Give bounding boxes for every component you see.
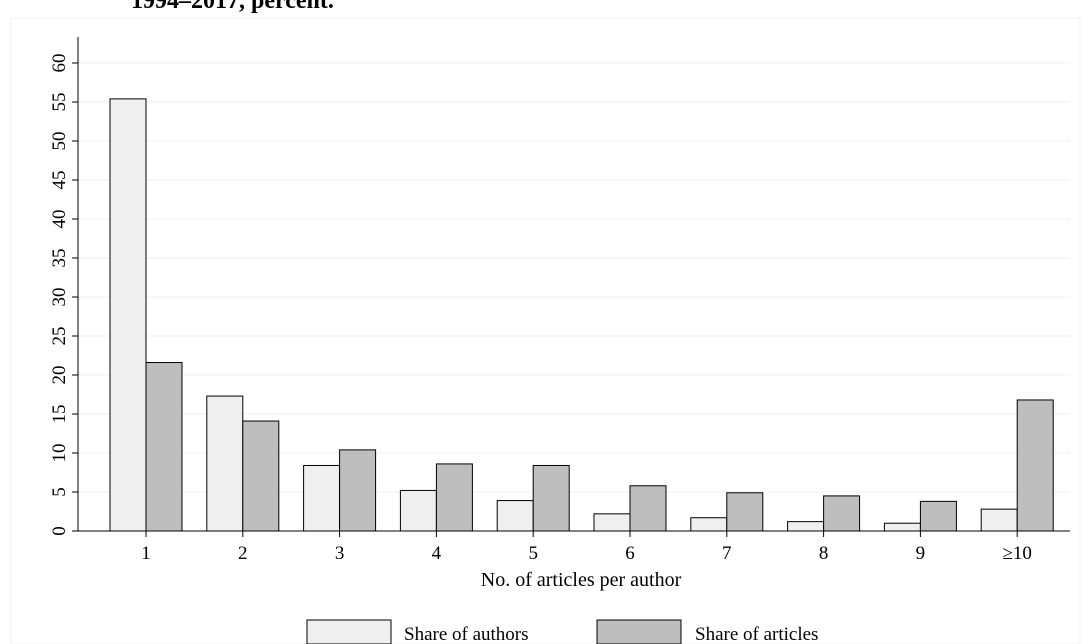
- x-ticks: 1 2 3 4 5 6 7 8 9 ≥10: [141, 531, 1032, 564]
- bar: [629, 485, 667, 532]
- y-tick-label: 30: [49, 288, 70, 307]
- x-axis-title: No. of articles per author: [481, 569, 682, 591]
- bar: [435, 463, 473, 532]
- legend-label: Share of articles: [695, 624, 818, 644]
- x-tick-label: 1: [141, 543, 151, 564]
- y-tick-label: 20: [49, 366, 70, 385]
- y-tick-label: 5: [49, 487, 70, 497]
- y-tick-label: 25: [49, 327, 70, 346]
- legend: Share of authors Share of articles: [306, 619, 818, 644]
- bar: [339, 449, 377, 532]
- x-tick-label: 3: [335, 543, 345, 564]
- gridlines: [78, 62, 1070, 493]
- bar: [532, 464, 570, 532]
- y-tick-label: 45: [49, 171, 70, 190]
- bar: [109, 98, 147, 532]
- bar: [787, 521, 825, 532]
- bar: [726, 492, 764, 532]
- y-tick-label: 60: [49, 54, 70, 73]
- bar: [919, 500, 957, 532]
- chart-background: [10, 17, 1081, 644]
- y-tick-label: 10: [49, 444, 70, 463]
- x-tick-label: 4: [432, 543, 442, 564]
- x-tick-label: 5: [528, 543, 538, 564]
- bar: [399, 489, 437, 532]
- chart-title: 1994–2017, percent.: [131, 0, 334, 14]
- x-tick-label: 8: [819, 543, 829, 564]
- y-tick-label: 55: [49, 93, 70, 112]
- bars: [109, 98, 1054, 532]
- bar: [206, 395, 244, 532]
- bar: [1016, 399, 1054, 532]
- bar: [145, 362, 183, 532]
- axes: [77, 37, 1070, 532]
- bar: [303, 464, 341, 532]
- x-tick-label: 6: [625, 543, 635, 564]
- y-tick-label: 40: [49, 210, 70, 229]
- x-tick-label: 7: [722, 543, 732, 564]
- x-tick-label: 2: [238, 543, 248, 564]
- legend-swatch: [596, 619, 682, 644]
- y-tick-label: 15: [49, 405, 70, 424]
- y-tick-label: 35: [49, 249, 70, 268]
- legend-label: Share of authors: [404, 624, 529, 644]
- bar: [242, 420, 280, 532]
- bar: [690, 517, 728, 532]
- bar: [980, 508, 1018, 532]
- y-ticks: 0 5 10 15 20 25 30 35 40 45 50 55 60: [49, 54, 78, 536]
- x-tick-label: ≥10: [1002, 543, 1031, 564]
- bar: [823, 495, 861, 532]
- bar: [593, 513, 631, 532]
- legend-swatch: [306, 619, 392, 644]
- y-tick-label: 0: [49, 526, 70, 536]
- y-tick-label: 50: [49, 132, 70, 151]
- bar: [496, 500, 534, 532]
- x-tick-label: 9: [916, 543, 926, 564]
- bar: [883, 522, 921, 532]
